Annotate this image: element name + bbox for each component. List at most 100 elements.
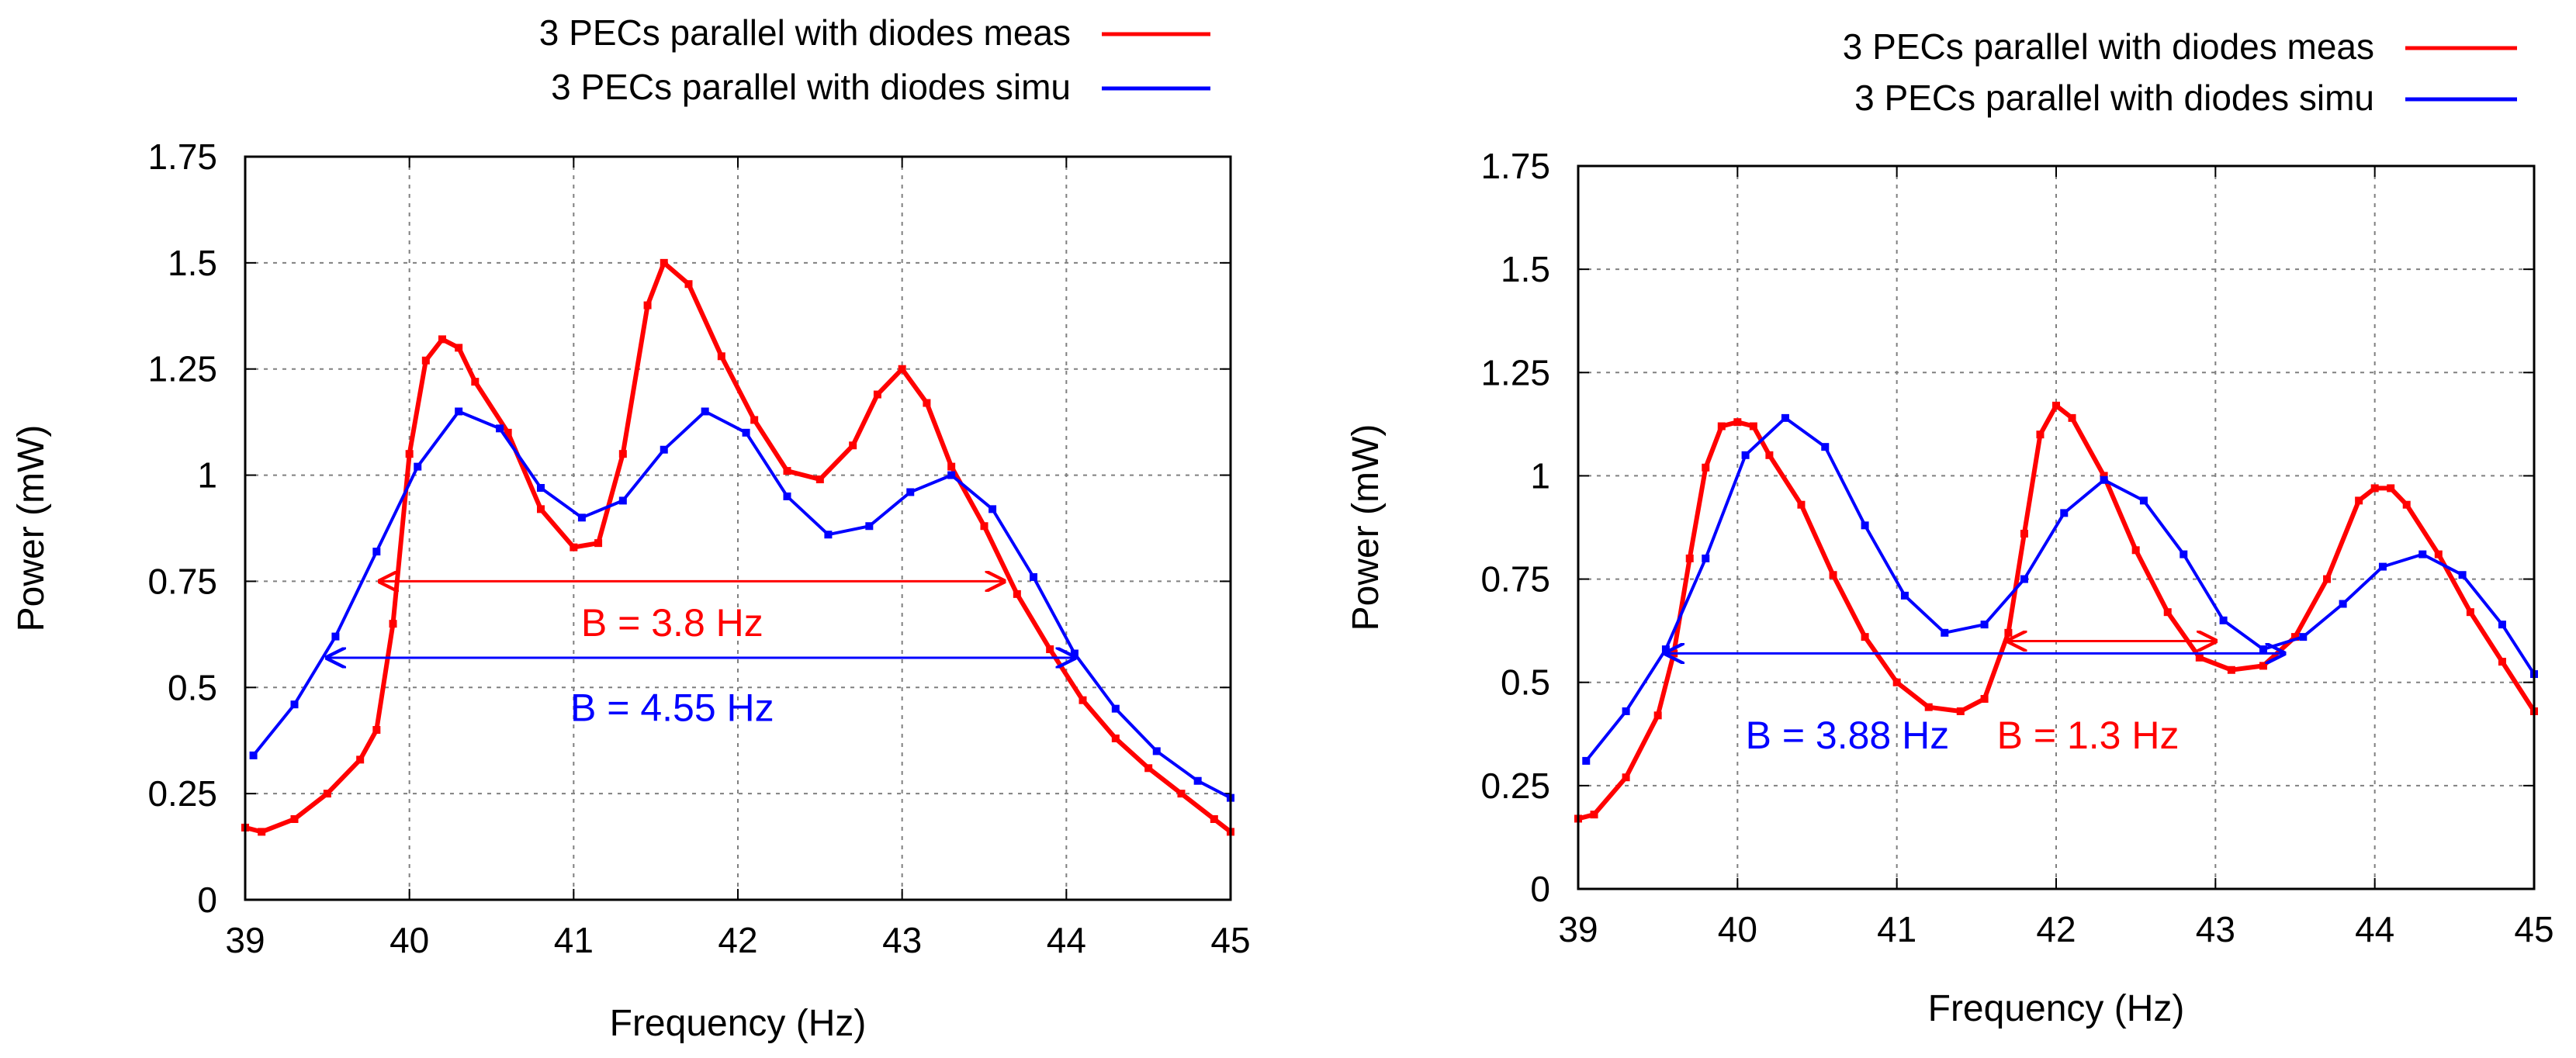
meas-data-point [1685, 554, 1694, 562]
series-left [241, 258, 1234, 836]
simu-data-point [618, 496, 627, 505]
meas-data-point [2004, 628, 2013, 637]
meas-data-point [594, 539, 603, 548]
meas-data-point [815, 475, 824, 484]
meas-data-point [1079, 696, 1087, 704]
simu-data-point [249, 751, 258, 759]
simu-data-point [2339, 600, 2347, 608]
x-tick-label: 41 [554, 920, 594, 960]
chart-right: 3 PECs parallel with diodes meas 3 PECs … [1345, 26, 2554, 1029]
simu-data-point [2180, 550, 2188, 558]
x-tick-label: 39 [1558, 909, 1598, 949]
meas-data-point [684, 280, 693, 289]
simu-data-point [2139, 496, 2148, 505]
simu-data-point [701, 407, 709, 416]
simu-data-point [1030, 572, 1037, 581]
x-tick-label: 44 [2355, 909, 2394, 949]
meas-data-point [1111, 734, 1120, 742]
simu-data-point [2458, 571, 2467, 579]
meas-data-point [923, 399, 931, 407]
simu-data-point [2020, 575, 2028, 583]
meas-series-line [244, 260, 1232, 835]
meas-data-point [2036, 430, 2045, 439]
x-tick-label: 41 [1877, 909, 1916, 949]
y-tick-label: 0.25 [1480, 766, 1550, 806]
meas-data-point [2068, 413, 2076, 422]
x-tick-label: 42 [2036, 909, 2076, 949]
meas-data-point [980, 522, 989, 531]
meas-data-point [372, 726, 381, 735]
simu-data-point [1941, 628, 1949, 637]
meas-data-point [258, 828, 266, 836]
axis-ticks-left: 39 40 41 42 43 44 45 0 0.25 0.5 0.75 1 1.25 1.5 1.75 [147, 137, 1250, 960]
legend-simu-label: 3 PECs parallel with diodes simu [551, 67, 1071, 107]
meas-data-point [1177, 790, 1186, 798]
meas-data-point [2291, 633, 2299, 641]
bandwidth-label: B = 3.88 Hz [1746, 714, 1950, 757]
bandwidth-label: B = 4.55 Hz [570, 686, 774, 730]
meas-data-point [537, 505, 545, 513]
meas-data-point [2020, 529, 2028, 538]
simu-data-point [2418, 550, 2427, 558]
y-axis-label-right: Power (mW) [1345, 424, 1387, 631]
legend-meas-label: 3 PECs parallel with diodes meas [539, 12, 1071, 53]
y-tick-label: 0.25 [147, 773, 217, 814]
meas-data-point [1717, 422, 1726, 430]
meas-data-point [660, 258, 668, 267]
meas-data-point [504, 428, 512, 437]
meas-data-point [405, 450, 414, 458]
meas-data-point [1924, 703, 1933, 711]
y-tick-label: 1.75 [1480, 146, 1550, 186]
x-tick-label: 39 [225, 920, 265, 960]
x-tick-label: 45 [2514, 909, 2553, 949]
meas-data-point [618, 450, 627, 458]
y-tick-label: 1 [1530, 455, 1550, 496]
simu-data-point [1781, 413, 1789, 422]
meas-data-point [1829, 571, 1837, 579]
x-tick-label: 43 [882, 920, 922, 960]
simu-data-point [1861, 521, 1869, 530]
x-axis-label-right: Frequency (Hz) [1928, 988, 2185, 1029]
meas-data-point [1702, 463, 1710, 472]
meas-data-point [2227, 666, 2235, 674]
x-tick-label: 45 [1210, 920, 1250, 960]
simu-data-point [947, 471, 956, 479]
meas-data-point [1861, 633, 1869, 641]
plot-frame-right [1577, 164, 2536, 890]
simu-series-line [1584, 416, 2536, 762]
simu-data-point [2219, 616, 2228, 624]
meas-data-point [1590, 811, 1598, 819]
plot-frame-left [244, 155, 1232, 901]
simu-data-point [742, 428, 750, 437]
x-tick-label: 40 [1718, 909, 1757, 949]
meas-data-point [1980, 695, 1989, 704]
meas-data-point [2355, 496, 2363, 505]
meas-data-point [873, 390, 881, 399]
meas-data-point [2100, 472, 2108, 480]
y-tick-label: 1.25 [147, 349, 217, 389]
simu-data-point [1661, 645, 1670, 654]
simu-data-point [1900, 591, 1909, 600]
meas-data-point [947, 462, 956, 471]
meas-data-point [290, 814, 299, 823]
simu-data-point [2259, 645, 2267, 654]
meas-data-point [849, 441, 857, 450]
meas-data-point [323, 790, 331, 798]
simu-data-point [1821, 443, 1830, 451]
meas-data-point [2402, 500, 2411, 509]
meas-data-point [2387, 484, 2395, 493]
simu-data-point [537, 483, 545, 492]
annotations-left: B = 3.8 Hz B = 4.55 Hz [327, 581, 1075, 730]
grid-left [245, 157, 1231, 900]
simu-data-point [906, 488, 915, 496]
meas-data-point [1797, 500, 1806, 509]
simu-data-point [1070, 649, 1079, 658]
meas-data-point [2163, 608, 2172, 617]
chart-left: 3 PECs parallel with diodes meas 3 PECs … [11, 12, 1251, 1044]
meas-data-point [2195, 653, 2204, 662]
y-tick-label: 1.5 [1501, 249, 1550, 289]
simu-data-point [1582, 756, 1591, 765]
meas-data-point [2259, 662, 2267, 670]
legend-meas-label: 3 PECs parallel with diodes meas [1843, 26, 2374, 67]
bandwidth-label: B = 1.3 Hz [1997, 714, 2180, 757]
